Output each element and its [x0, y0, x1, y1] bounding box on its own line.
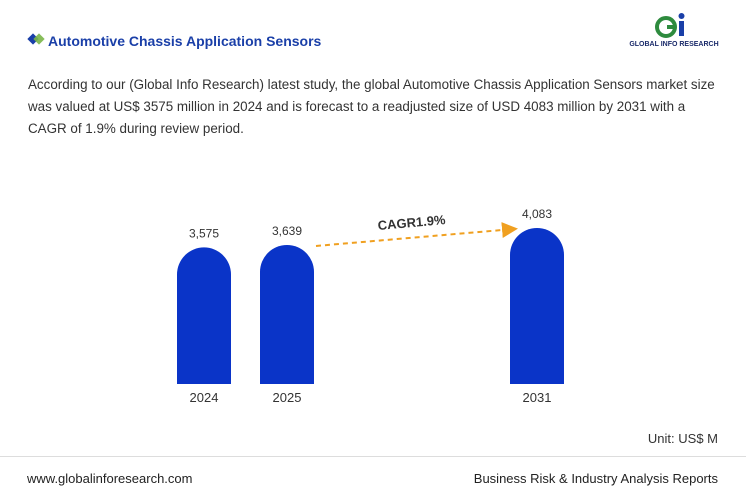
- unit-label: Unit: US$ M: [647, 431, 718, 446]
- x-tick-label: 2025: [273, 390, 302, 405]
- footer-right: Business Risk & Industry Analysis Report…: [473, 471, 718, 486]
- cagr-arrow: [315, 222, 518, 247]
- x-tick-label: 2031: [523, 390, 552, 405]
- cagr-label: CAGR1.9%: [377, 212, 446, 233]
- logo: GLOBAL INFO RESEARCH: [629, 13, 719, 48]
- header-icon: [27, 33, 45, 45]
- value-label: 3,575: [189, 226, 219, 240]
- x-tick-label: 2024: [190, 390, 219, 405]
- bar: [177, 247, 231, 384]
- header-title: Automotive Chassis Application Sensors: [48, 33, 322, 49]
- bar: [260, 244, 314, 384]
- footer-rule: [0, 456, 746, 457]
- bar: [510, 228, 564, 384]
- logo-text: GLOBAL INFO RESEARCH: [629, 41, 718, 48]
- footer-left: www.globalinforesearch.com: [27, 471, 193, 486]
- description: According to our (Global Info Research) …: [28, 77, 715, 136]
- value-label: 3,639: [272, 224, 302, 238]
- value-label: 4,083: [522, 207, 552, 221]
